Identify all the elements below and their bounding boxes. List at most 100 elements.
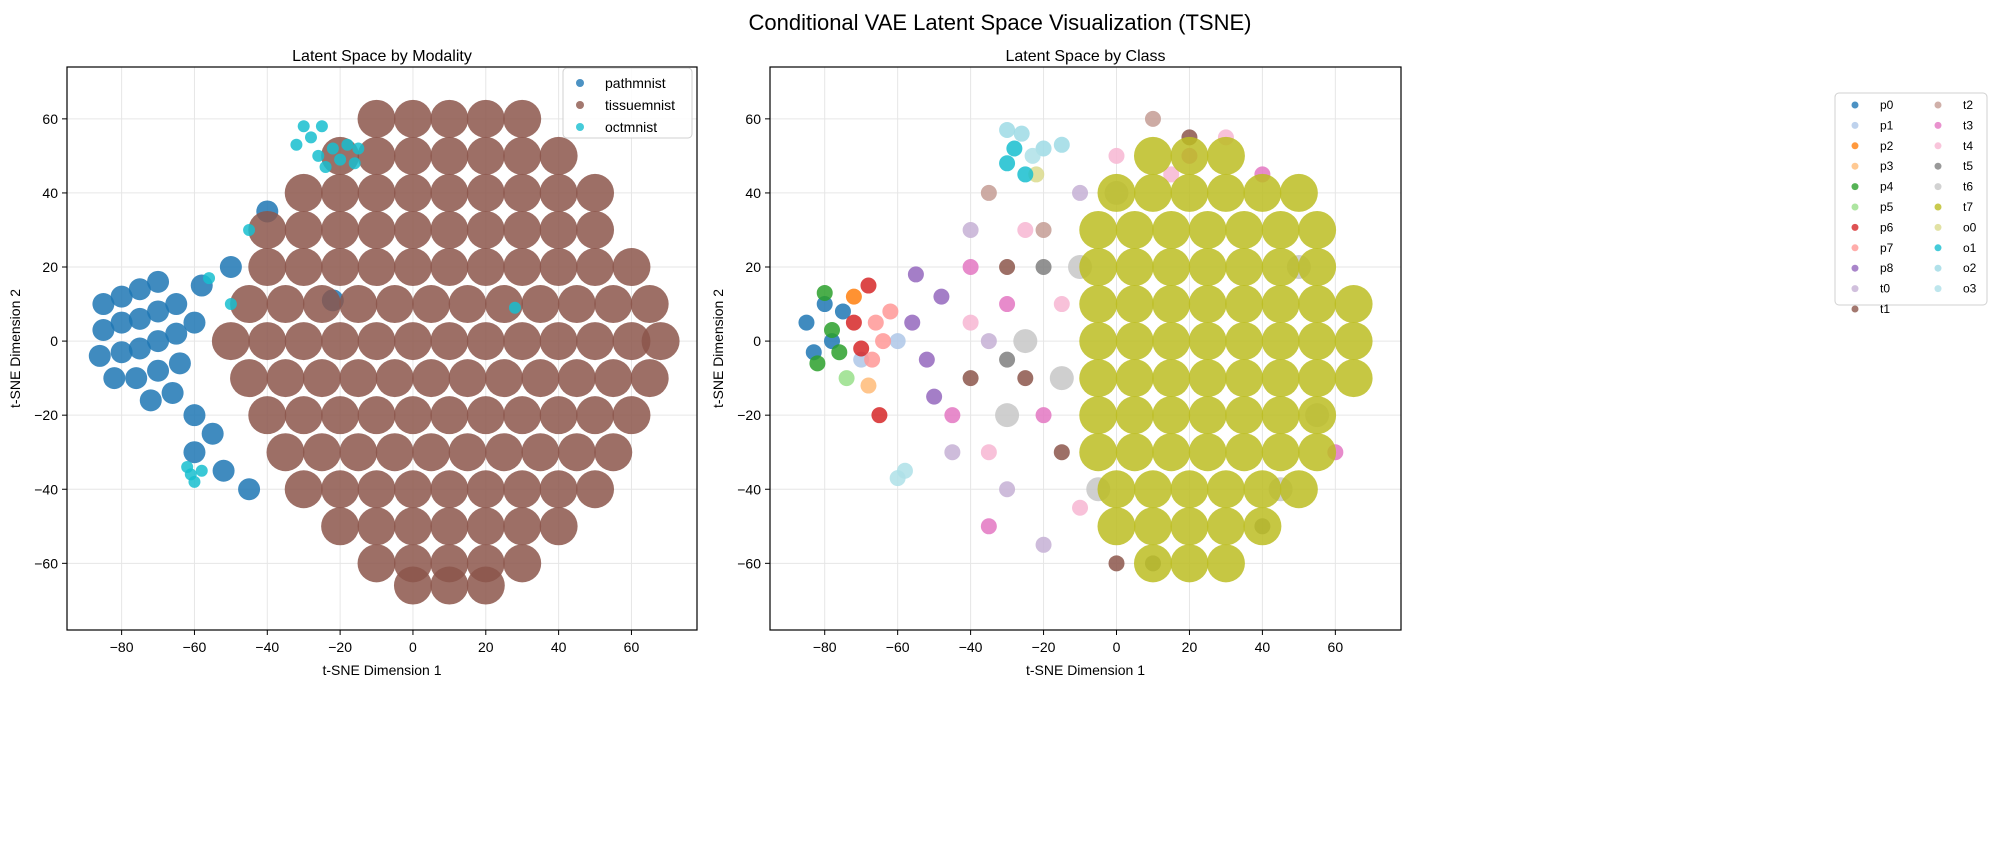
point-octmnist bbox=[348, 157, 361, 170]
point-t7 bbox=[1279, 173, 1318, 212]
point-t7 bbox=[1170, 173, 1209, 212]
point-tissuemnist bbox=[612, 248, 651, 287]
point-p3 bbox=[860, 377, 877, 394]
point-tissuemnist bbox=[339, 285, 378, 324]
legend-box bbox=[562, 67, 693, 139]
legend-label-t3: t3 bbox=[1963, 118, 1973, 132]
point-t7 bbox=[1261, 248, 1300, 287]
axes-frame bbox=[769, 66, 1402, 631]
legend-marker-t0 bbox=[1851, 285, 1859, 293]
point-tissuemnist bbox=[484, 433, 523, 472]
point-pathmnist bbox=[147, 359, 170, 382]
x-tick-label: 20 bbox=[478, 639, 494, 655]
point-p4 bbox=[816, 284, 833, 301]
y-tick-label: −20 bbox=[34, 407, 58, 423]
series-o3 bbox=[889, 147, 1041, 487]
point-pathmnist bbox=[92, 318, 115, 341]
point-pathmnist bbox=[88, 344, 111, 367]
y-tick-label: −40 bbox=[34, 481, 58, 497]
point-octmnist bbox=[203, 272, 216, 285]
point-tissuemnist bbox=[357, 544, 396, 583]
point-t7 bbox=[1298, 248, 1337, 287]
legend-label-p1: p1 bbox=[1880, 118, 1894, 132]
x-tick-label: 0 bbox=[409, 639, 417, 655]
point-pathmnist bbox=[161, 381, 184, 404]
point-t4 bbox=[1053, 296, 1070, 313]
point-t7 bbox=[1188, 322, 1227, 361]
point-t7 bbox=[1188, 396, 1227, 435]
x-tick-label: −20 bbox=[1032, 639, 1056, 655]
point-t7 bbox=[1152, 396, 1191, 435]
point-tissuemnist bbox=[466, 566, 505, 605]
point-p7 bbox=[867, 314, 884, 331]
point-p8 bbox=[933, 288, 950, 305]
point-t7 bbox=[1115, 433, 1154, 472]
point-t0 bbox=[980, 333, 997, 350]
point-octmnist bbox=[319, 161, 332, 174]
x-tick-label: −80 bbox=[110, 639, 134, 655]
points-layer bbox=[798, 110, 1373, 583]
point-t7 bbox=[1298, 210, 1337, 249]
point-t4 bbox=[980, 444, 997, 461]
point-tissuemnist bbox=[266, 359, 305, 398]
point-pathmnist bbox=[168, 352, 191, 375]
point-t1 bbox=[1017, 370, 1034, 387]
x-tick-label: 40 bbox=[1255, 639, 1271, 655]
point-tissuemnist bbox=[503, 99, 542, 138]
legend-marker-o2 bbox=[1934, 264, 1942, 272]
point-p8 bbox=[918, 351, 935, 368]
legend-marker-p6 bbox=[1851, 223, 1859, 231]
point-p6 bbox=[845, 314, 862, 331]
point-tissuemnist bbox=[375, 433, 414, 472]
point-tissuemnist bbox=[321, 173, 360, 212]
point-t7 bbox=[1152, 433, 1191, 472]
point-tissuemnist bbox=[557, 359, 596, 398]
legend-label-t6: t6 bbox=[1963, 180, 1973, 194]
point-t7 bbox=[1115, 396, 1154, 435]
point-t7 bbox=[1079, 248, 1118, 287]
point-t4 bbox=[1163, 166, 1180, 183]
point-tissuemnist bbox=[248, 396, 287, 435]
point-tissuemnist bbox=[357, 322, 396, 361]
legend-marker-t6 bbox=[1934, 183, 1942, 191]
series-p4 bbox=[809, 284, 848, 372]
point-o3 bbox=[896, 462, 913, 479]
legend-label-tissuemnist: tissuemnist bbox=[605, 97, 675, 113]
point-p4 bbox=[831, 344, 848, 361]
point-t7 bbox=[1152, 285, 1191, 324]
legend-label-p4: p4 bbox=[1880, 180, 1894, 194]
point-pathmnist bbox=[147, 330, 170, 353]
point-t3 bbox=[962, 259, 979, 276]
point-tissuemnist bbox=[393, 566, 432, 605]
point-tissuemnist bbox=[302, 359, 341, 398]
legend-label-p8: p8 bbox=[1880, 261, 1894, 275]
point-pathmnist bbox=[110, 285, 133, 308]
point-tissuemnist bbox=[357, 173, 396, 212]
point-p7 bbox=[882, 303, 899, 320]
point-p2 bbox=[845, 288, 862, 305]
point-t2 bbox=[1144, 110, 1161, 127]
point-t7 bbox=[1097, 173, 1136, 212]
point-t7 bbox=[1225, 285, 1264, 324]
point-tissuemnist bbox=[357, 210, 396, 249]
x-tick-label: −20 bbox=[328, 639, 352, 655]
point-t7 bbox=[1133, 544, 1172, 583]
point-tissuemnist bbox=[375, 285, 414, 324]
point-tissuemnist bbox=[466, 210, 505, 249]
point-tissuemnist bbox=[357, 470, 396, 509]
point-tissuemnist bbox=[503, 173, 542, 212]
point-t1 bbox=[1053, 444, 1070, 461]
point-pathmnist bbox=[219, 256, 242, 279]
point-tissuemnist bbox=[393, 396, 432, 435]
point-t7 bbox=[1225, 396, 1264, 435]
point-tissuemnist bbox=[576, 248, 615, 287]
point-t0 bbox=[1072, 184, 1089, 201]
series-o1 bbox=[999, 140, 1034, 183]
point-t7 bbox=[1334, 285, 1373, 324]
point-t7 bbox=[1298, 433, 1337, 472]
point-tissuemnist bbox=[466, 136, 505, 175]
legend-marker-tissuemnist bbox=[576, 101, 584, 109]
legend-marker-t4 bbox=[1934, 142, 1942, 150]
chart-by-class: Latent Space by Class −80 −60 −40 −20 0 20 40 60… bbox=[710, 48, 1988, 678]
point-tissuemnist bbox=[521, 433, 560, 472]
